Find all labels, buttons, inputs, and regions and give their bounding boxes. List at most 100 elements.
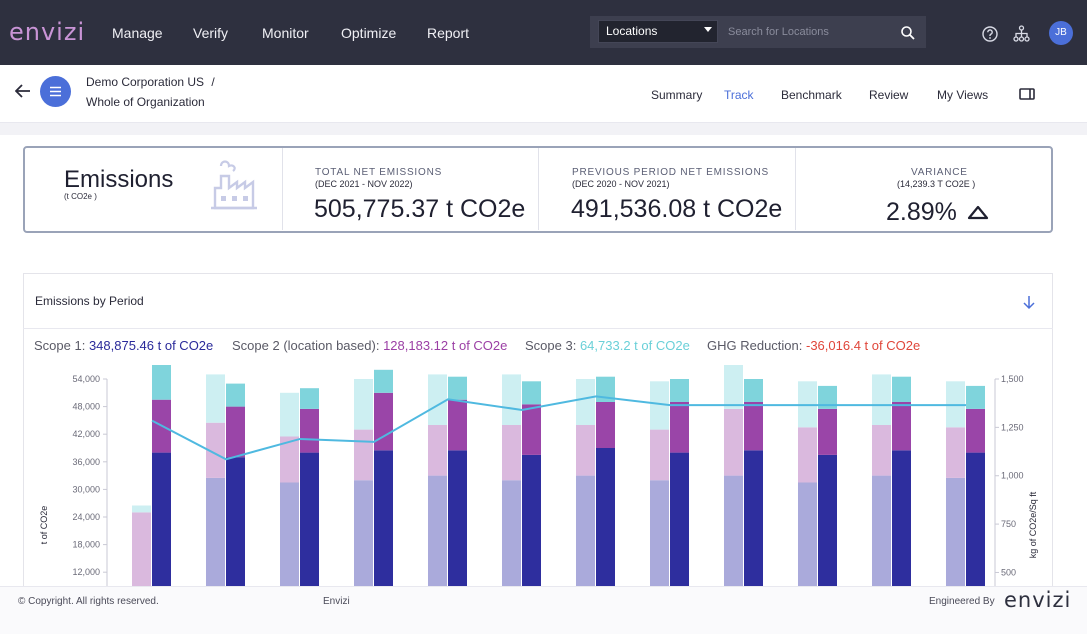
current-period-scope1-bar: [744, 450, 763, 586]
y-axis-label: t of CO2e: [39, 506, 49, 545]
current-period-scope3-bar: [966, 385, 985, 409]
current-period-scope3-bar: [670, 379, 689, 402]
current-period-scope3-bar: [448, 376, 467, 400]
previous-period-scope2-bar: [946, 427, 965, 478]
current-period-scope1-bar: [448, 450, 467, 586]
breadcrumb-organization-label: Demo Corporation US: [86, 75, 205, 89]
current-period-scope3-bar: [818, 385, 837, 409]
total-net-emissions-value: 505,775.37 t CO2e: [314, 195, 526, 223]
hierarchy-icon[interactable]: [1013, 25, 1030, 42]
previous-period-scope3-bar: [354, 379, 373, 430]
previous-period-scope1-bar: [946, 477, 965, 586]
nav-optimize[interactable]: Optimize: [341, 25, 397, 41]
previous-period-scope2-bar: [576, 425, 595, 476]
current-period-scope2-bar: [596, 402, 615, 448]
y2-tick-label: 500: [1001, 567, 1016, 577]
footer-envizi-logo: envizi: [1004, 588, 1072, 612]
search-icon[interactable]: [901, 26, 915, 40]
y-tick-label: 48,000: [72, 402, 100, 412]
search-input[interactable]: [728, 20, 898, 44]
breadcrumb-organization[interactable]: Demo Corporation US /: [86, 75, 215, 89]
current-period-scope1-bar: [226, 457, 245, 586]
triangle-up-icon: [967, 205, 989, 220]
footer-copyright: © Copyright. All rights reserved.: [18, 596, 159, 607]
previous-period-scope1-bar: [206, 477, 225, 586]
legend-scope2-label: Scope 2 (location based):: [232, 338, 380, 353]
kpi-unit: (t CO2e ): [64, 192, 97, 201]
current-period-scope2-bar: [374, 392, 393, 451]
footer: [0, 586, 1087, 634]
tab-review[interactable]: Review: [869, 88, 909, 102]
intensity-line: [151, 395, 966, 461]
current-period-scope2-bar: [448, 399, 467, 451]
tab-track[interactable]: Track: [724, 88, 754, 102]
previous-period-scope3-bar: [650, 381, 669, 430]
variance-sub: (14,239.3 T CO2E ): [897, 179, 976, 189]
y2-tick-label: 1,250: [1001, 422, 1024, 432]
y-tick-label: 36,000: [72, 457, 100, 467]
y2-axis-label: kg of CO2e/Sq ft: [1028, 491, 1038, 558]
current-period-scope1-bar: [596, 448, 615, 586]
previous-period-scope2-bar: [872, 425, 891, 476]
previous-period-scope1-bar: [872, 475, 891, 586]
legend-scope1-value: 348,875.46 t of CO2e: [88, 338, 214, 353]
y-tick-label: 42,000: [72, 429, 100, 439]
current-period-scope2-bar: [818, 408, 837, 455]
previous-period-scope1-bar: [354, 480, 373, 586]
tab-benchmark[interactable]: Benchmark: [781, 88, 842, 102]
y2-tick-label: 1,500: [1001, 374, 1024, 384]
nav-report[interactable]: Report: [427, 25, 470, 41]
legend-scope3: Scope 3: 64,733.2 t of CO2e: [525, 338, 690, 353]
previous-period-scope2-bar: [132, 512, 151, 586]
previous-period-scope1-bar: [428, 475, 447, 586]
previous-period-scope2-bar: [724, 408, 743, 476]
emissions-by-period-chart: 54,000 48,000 42,000 36,000 30,000 24,000 18,0…: [39, 365, 1038, 586]
caret-down-icon: [704, 27, 712, 32]
chart-title: Emissions by Period: [35, 294, 144, 308]
current-period-scope1-bar: [818, 454, 837, 586]
download-arrow-icon[interactable]: [1022, 295, 1036, 310]
tab-summary[interactable]: Summary: [651, 88, 703, 102]
nav-manage[interactable]: Manage: [112, 25, 163, 41]
legend-scope1: Scope 1: 348,875.46 t of CO2e: [34, 338, 213, 353]
nav-verify[interactable]: Verify: [193, 25, 229, 41]
kpi-divider: [282, 148, 283, 230]
current-period-scope1-bar: [966, 452, 985, 586]
current-period-scope3-bar: [226, 383, 245, 407]
current-period-scope3-bar: [596, 376, 615, 402]
current-period-scope1-bar: [522, 454, 541, 586]
nav-monitor[interactable]: Monitor: [262, 25, 309, 41]
y-tick-label: 12,000: [72, 567, 100, 577]
previous-period-scope1-bar: [724, 475, 743, 586]
legend-scope1-label: Scope 1:: [34, 338, 86, 353]
help-icon[interactable]: [982, 26, 998, 42]
previous-period-scope2-bar: [428, 425, 447, 476]
kpi-divider: [795, 148, 796, 230]
user-avatar[interactable]: JB: [1049, 21, 1073, 45]
tab-my-views[interactable]: My Views: [937, 88, 989, 102]
back-arrow-icon[interactable]: [15, 84, 31, 98]
previous-period-scope3-bar: [724, 365, 743, 409]
current-period-scope3-bar: [522, 381, 541, 405]
previous-period-scope1-bar: [502, 480, 521, 586]
current-period-scope3-bar: [300, 388, 319, 409]
envizi-logo[interactable]: envizi: [9, 18, 86, 46]
previous-period-scope1-bar: [798, 482, 817, 586]
hamburger-icon: [50, 86, 61, 97]
current-period-scope2-bar: [226, 406, 245, 458]
current-period-scope1-bar: [670, 452, 689, 586]
previous-period: (DEC 2020 - NOV 2021): [572, 179, 670, 189]
previous-period-scope2-bar: [502, 425, 521, 481]
legend-scope3-label: Scope 3:: [525, 338, 577, 353]
sub-header: [0, 65, 1087, 123]
current-period-scope2-bar: [300, 408, 319, 453]
panel-toggle-icon[interactable]: [1019, 88, 1035, 100]
previous-period-scope2-bar: [206, 422, 225, 478]
menu-button[interactable]: [40, 76, 71, 107]
legend-scope2: Scope 2 (location based): 128,183.12 t o…: [232, 338, 507, 353]
location-type-select[interactable]: Locations: [598, 20, 718, 43]
footer-center: Envizi: [323, 596, 350, 607]
previous-period-scope3-bar: [502, 374, 521, 425]
legend-scope3-value: 64,733.2 t of CO2e: [579, 338, 690, 353]
legend-ghg-label: GHG Reduction:: [707, 338, 803, 353]
